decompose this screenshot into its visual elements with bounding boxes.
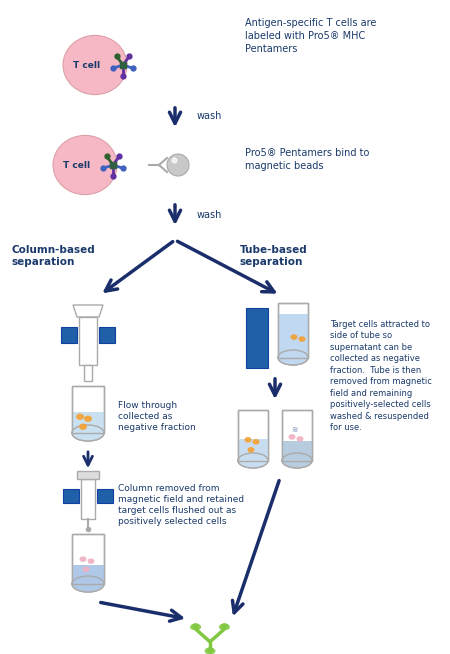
Bar: [72, 534, 104, 584]
Polygon shape: [73, 305, 103, 317]
Ellipse shape: [238, 453, 268, 468]
Bar: [72, 534, 104, 584]
Bar: [72, 386, 104, 433]
Text: Target cells attracted to
side of tube so
supernatant can be
collected as negati: Target cells attracted to side of tube s…: [330, 320, 432, 432]
Bar: [72, 386, 104, 433]
Bar: [84, 365, 92, 381]
Text: Flow through
collected as
negative fraction: Flow through collected as negative fract…: [118, 401, 196, 432]
Bar: [282, 410, 312, 460]
Ellipse shape: [283, 453, 311, 468]
Ellipse shape: [297, 436, 303, 441]
Text: wash: wash: [197, 111, 222, 121]
Text: Column-based
separation: Column-based separation: [12, 245, 96, 267]
Text: ≋: ≋: [291, 425, 297, 434]
Bar: [61, 327, 77, 343]
Ellipse shape: [207, 647, 213, 653]
Text: T cell: T cell: [63, 160, 90, 169]
Ellipse shape: [72, 425, 104, 441]
Ellipse shape: [72, 576, 104, 592]
Ellipse shape: [167, 154, 189, 176]
Ellipse shape: [72, 576, 104, 591]
Bar: [238, 410, 268, 460]
Ellipse shape: [238, 453, 267, 468]
Ellipse shape: [192, 623, 199, 629]
Ellipse shape: [282, 453, 312, 468]
Bar: [81, 479, 95, 519]
Bar: [279, 314, 307, 358]
Text: Pro5® Pentamers bind to
magnetic beads: Pro5® Pentamers bind to magnetic beads: [245, 148, 369, 171]
Ellipse shape: [80, 557, 86, 562]
Ellipse shape: [208, 648, 216, 654]
Ellipse shape: [82, 566, 90, 572]
Text: Antigen-specific T cells are
labeled with Pro5® MHC
Pentamers: Antigen-specific T cells are labeled wit…: [245, 18, 376, 54]
Bar: [72, 565, 104, 584]
Ellipse shape: [252, 439, 260, 445]
Bar: [278, 303, 308, 358]
Ellipse shape: [87, 559, 94, 564]
Ellipse shape: [291, 334, 297, 340]
Ellipse shape: [76, 413, 84, 420]
Ellipse shape: [221, 623, 228, 629]
Ellipse shape: [298, 336, 306, 342]
Ellipse shape: [194, 624, 201, 630]
Ellipse shape: [63, 35, 127, 95]
Bar: [63, 489, 79, 503]
Bar: [282, 410, 312, 460]
Bar: [99, 327, 115, 343]
Ellipse shape: [223, 624, 230, 630]
Bar: [238, 439, 267, 460]
Ellipse shape: [72, 426, 104, 441]
Text: wash: wash: [197, 210, 222, 220]
Ellipse shape: [79, 424, 87, 430]
Ellipse shape: [190, 624, 197, 630]
Ellipse shape: [204, 648, 212, 654]
Ellipse shape: [84, 415, 92, 422]
Bar: [238, 410, 268, 460]
Bar: [283, 441, 311, 460]
Text: T cell: T cell: [73, 61, 100, 69]
Bar: [72, 412, 104, 433]
Bar: [278, 303, 308, 358]
Ellipse shape: [244, 437, 252, 443]
Ellipse shape: [248, 447, 255, 453]
Bar: [77, 471, 99, 479]
Text: Tube-based
separation: Tube-based separation: [240, 245, 308, 267]
Text: Column removed from
magnetic field and retained
target cells flushed out as
posi: Column removed from magnetic field and r…: [118, 484, 244, 526]
Ellipse shape: [219, 624, 226, 630]
Bar: [79, 317, 97, 365]
Bar: [97, 489, 113, 503]
Ellipse shape: [279, 351, 307, 364]
Ellipse shape: [53, 135, 117, 195]
Ellipse shape: [278, 350, 308, 365]
Ellipse shape: [288, 434, 296, 439]
Bar: [246, 308, 268, 368]
